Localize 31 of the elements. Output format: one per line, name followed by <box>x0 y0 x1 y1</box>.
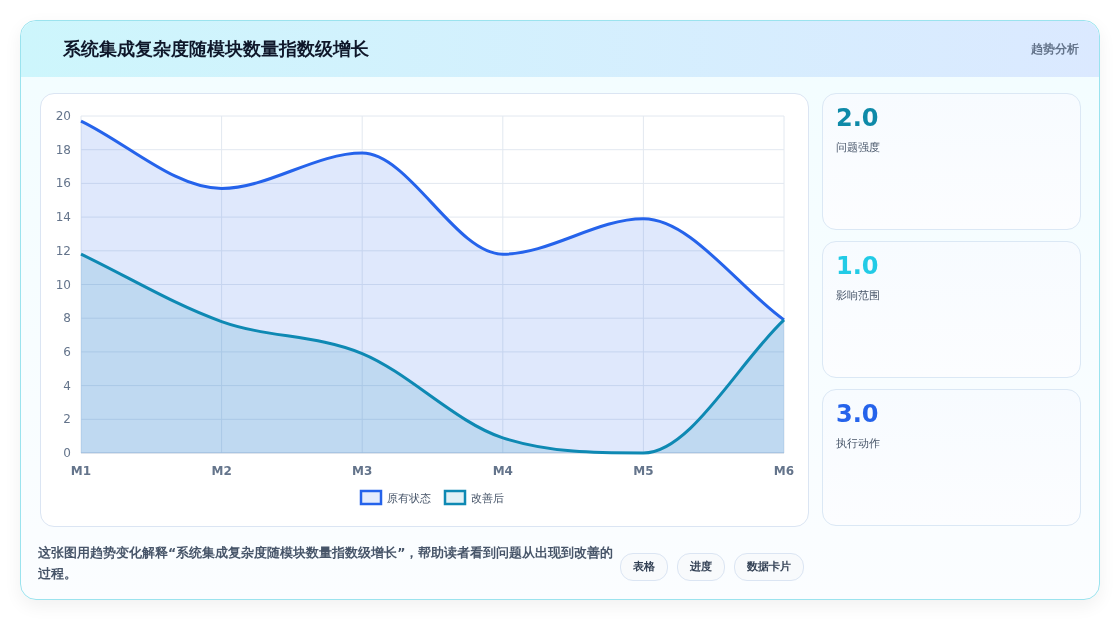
x-tick-label: M1 <box>70 464 92 478</box>
legend-label: 原有状态 <box>387 492 431 505</box>
y-tick-label: 18 <box>55 142 71 157</box>
x-tick-label: M4 <box>492 464 513 478</box>
text: 影响范围 <box>836 288 880 303</box>
x-tick-label: M2 <box>211 464 232 478</box>
x-tick-label: M6 <box>773 464 795 478</box>
text: 这张图用趋势变化解释“系统集成复杂度随模块数量指数级增长”，帮助读者看到问题从出现到改善的过程。 <box>38 544 615 583</box>
y-tick-label: 2 <box>63 412 71 427</box>
text: 3.0 <box>836 400 879 428</box>
text: 问题强度 <box>836 140 880 155</box>
legend-label: 改善后 <box>471 492 504 505</box>
x-tick-label: M5 <box>633 464 654 478</box>
y-tick-label: 16 <box>55 176 71 191</box>
y-tick-label: 8 <box>63 311 71 326</box>
text: 进度 <box>677 553 725 581</box>
chart-title: 系统集成复杂度随模块数量指数级增长 <box>63 37 369 61</box>
text: 数据卡片 <box>734 553 804 581</box>
y-tick-label: 20 <box>55 109 71 123</box>
text: 表格 <box>620 553 668 581</box>
y-tick-label: 4 <box>63 378 71 393</box>
y-tick-label: 14 <box>55 210 71 225</box>
y-tick-label: 12 <box>55 243 71 258</box>
y-tick-label: 10 <box>55 277 71 292</box>
text: 1.0 <box>836 252 879 280</box>
y-tick-label: 6 <box>63 344 71 359</box>
text: 趋势分析 <box>1031 41 1079 58</box>
text: 2.0 <box>836 104 879 132</box>
x-tick-label: M3 <box>352 464 373 478</box>
text: 执行动作 <box>836 436 880 451</box>
y-tick-label: 0 <box>63 446 71 460</box>
